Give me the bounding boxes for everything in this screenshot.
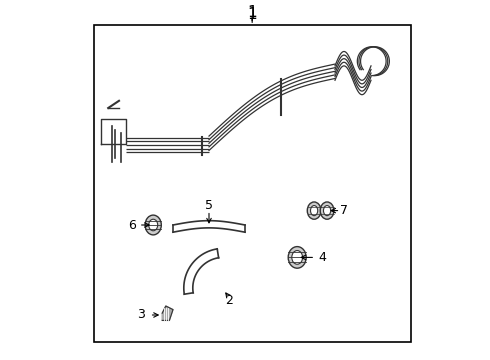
Text: 3: 3 [137,309,145,321]
Bar [94,25,411,342]
Ellipse shape [288,247,306,268]
Text: 4: 4 [318,251,326,264]
Ellipse shape [320,202,334,219]
Ellipse shape [307,202,321,219]
Ellipse shape [145,215,161,235]
Text: 1: 1 [247,7,257,22]
Text: 2: 2 [225,294,233,307]
Ellipse shape [323,206,331,216]
Ellipse shape [311,206,318,216]
Polygon shape [162,306,173,320]
Text: 7: 7 [340,204,348,217]
Text: 1: 1 [247,5,257,20]
Text: 5: 5 [205,199,213,212]
Ellipse shape [148,219,158,231]
Text: 6: 6 [128,219,136,231]
Ellipse shape [292,251,303,264]
